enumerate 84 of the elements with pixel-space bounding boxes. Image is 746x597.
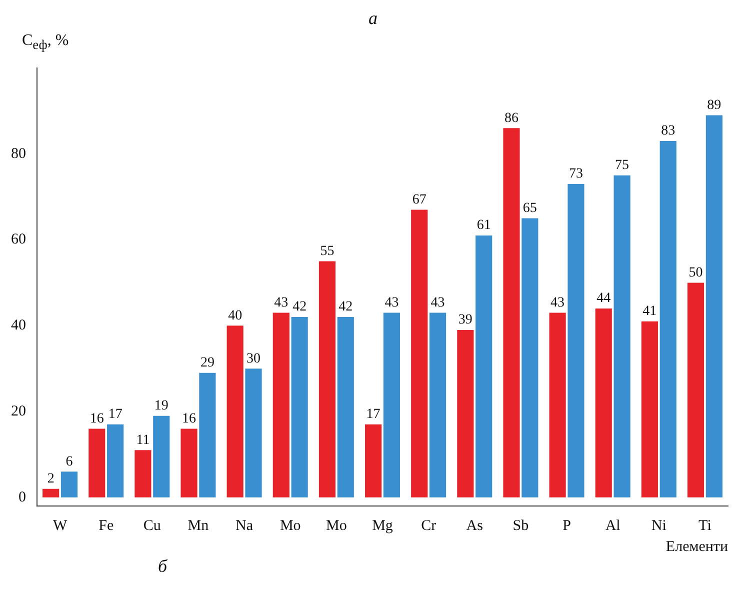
data-label: 67 xyxy=(412,192,426,208)
bar xyxy=(641,321,658,498)
x-tick-label: W xyxy=(52,518,68,534)
data-label: 55 xyxy=(320,244,334,259)
y-tick-label: 0 xyxy=(18,489,26,506)
data-label: 83 xyxy=(661,124,676,139)
data-label: 29 xyxy=(200,356,214,371)
data-label: 17 xyxy=(366,407,380,422)
bar xyxy=(134,450,152,498)
x-tick-label: Al xyxy=(605,518,620,534)
data-label: 44 xyxy=(596,291,611,306)
x-tick-label: Ni xyxy=(651,518,666,534)
bar xyxy=(549,312,566,498)
data-label: 16 xyxy=(182,411,196,426)
bar xyxy=(595,308,612,498)
x-tick-label: Sb xyxy=(512,518,529,534)
x-tick-label: Na xyxy=(236,518,254,534)
x-tick-label: Cr xyxy=(421,518,436,534)
x-tick-label: Mn xyxy=(188,518,210,534)
x-axis-title: Елементи xyxy=(666,538,728,555)
bar xyxy=(107,424,124,498)
data-label: 17 xyxy=(108,407,122,422)
y-tick-label: 40 xyxy=(11,318,26,334)
y-tick-label: 20 xyxy=(11,403,26,420)
y-tick-label: 80 xyxy=(11,146,26,162)
x-tick-label: Mg xyxy=(372,518,394,534)
data-label: 30 xyxy=(246,351,261,366)
bar xyxy=(199,372,216,498)
bar xyxy=(522,218,538,498)
data-label: 40 xyxy=(228,308,242,324)
data-label: 65 xyxy=(522,200,537,216)
bar xyxy=(568,184,584,498)
bar xyxy=(429,312,446,498)
x-tick-label: P xyxy=(562,518,571,534)
data-label: 16 xyxy=(90,411,104,426)
bar xyxy=(42,488,60,498)
bar xyxy=(706,115,722,498)
data-label: 42 xyxy=(292,300,307,315)
data-label: 2 xyxy=(47,471,54,486)
bar xyxy=(226,326,244,498)
bar xyxy=(457,330,474,498)
text: б xyxy=(157,556,168,577)
data-label: 43 xyxy=(274,295,288,310)
bar xyxy=(60,472,78,498)
bar xyxy=(180,428,198,498)
y-axis-title: C$_{еф}$, % xyxy=(21,32,70,54)
bar xyxy=(153,416,170,498)
data-label: 41 xyxy=(642,304,657,320)
data-label: 42 xyxy=(338,300,353,315)
bar xyxy=(337,317,354,498)
bar xyxy=(318,261,336,498)
bar xyxy=(88,428,106,498)
y-tick-label: 60 xyxy=(11,232,26,248)
data-label: 19 xyxy=(154,398,168,414)
data-label: 61 xyxy=(476,218,491,234)
data-label: 43 xyxy=(550,295,565,310)
bar xyxy=(291,317,308,498)
data-label: 11 xyxy=(136,432,150,448)
bar xyxy=(476,235,492,498)
data-label: 50 xyxy=(688,265,703,280)
bar xyxy=(364,424,382,498)
x-tick-label: Fe xyxy=(98,518,114,534)
data-label: 6 xyxy=(66,454,73,470)
data-label: 73 xyxy=(568,166,583,182)
data-label: 89 xyxy=(707,98,722,113)
bar xyxy=(614,175,630,498)
chart-title: а xyxy=(368,8,378,30)
data-label: 86 xyxy=(504,110,518,126)
bar xyxy=(411,210,428,498)
x-tick-label: Mo xyxy=(280,518,301,534)
data-label: 75 xyxy=(615,158,630,174)
data-label: 43 xyxy=(430,295,445,310)
x-tick-label: As xyxy=(466,518,484,534)
data-label: 43 xyxy=(384,295,399,310)
x-tick-label: Ti xyxy=(698,518,712,534)
x-tick-label: Mo xyxy=(326,518,347,534)
bar xyxy=(245,368,262,498)
bar xyxy=(687,282,704,498)
bar xyxy=(272,312,290,498)
bar xyxy=(503,128,520,498)
x-tick-label: Cu xyxy=(143,518,162,534)
bar xyxy=(660,141,676,498)
data-label: 39 xyxy=(458,312,472,328)
bar xyxy=(383,312,400,498)
